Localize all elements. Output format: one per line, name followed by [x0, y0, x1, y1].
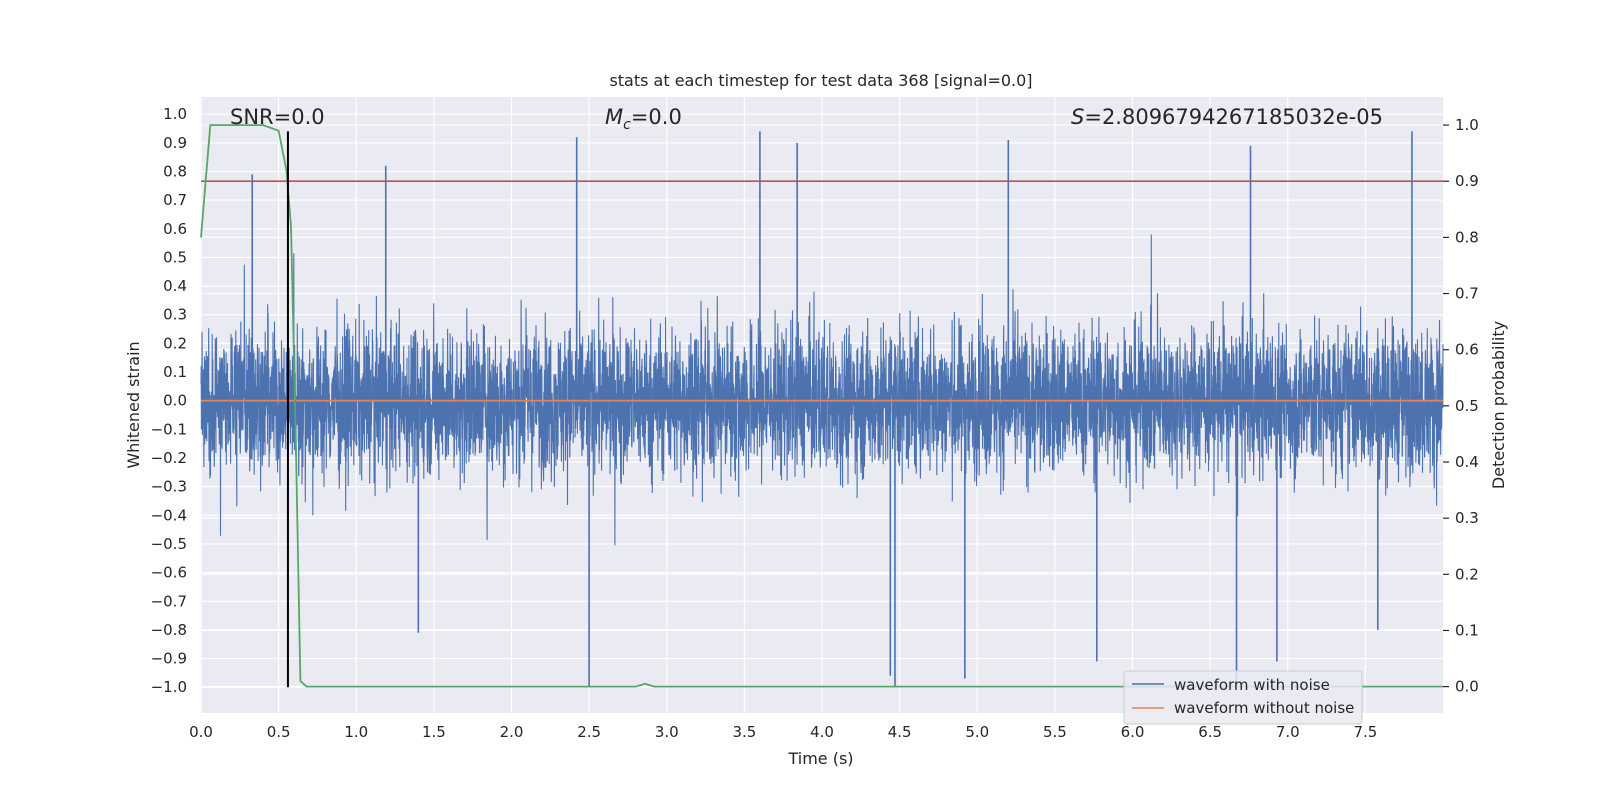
annotation-layer: [200, 124, 1443, 688]
y-tick-label: 0.3: [163, 306, 187, 324]
y2-tick-label: 0.5: [1455, 397, 1479, 415]
y-tick-label: −0.7: [151, 592, 187, 610]
x-tick-label: 3.0: [655, 723, 679, 741]
y-tick-label: 0.1: [163, 363, 187, 381]
detection-probability-line: [200, 124, 1443, 688]
snr-annotation: SNR=0.0: [230, 105, 325, 129]
y-tick-label: 0.5: [163, 248, 187, 266]
chirp-mass-value: =0.0: [631, 105, 682, 129]
y-tick-label: −0.5: [151, 535, 187, 553]
y-tick-label: 0.2: [163, 334, 187, 352]
x-tick-label: 6.5: [1198, 723, 1222, 741]
y2-tick-label: 0.6: [1455, 341, 1479, 359]
y-tick-label: 0.9: [163, 134, 187, 152]
y-tick-label: −0.6: [151, 564, 187, 582]
y2-tick-label: 0.8: [1455, 228, 1479, 246]
x-axis-label: Time (s): [787, 749, 853, 768]
axes-layer: 0.0 0.5 1.0 1.5 2.0 2.5 3.0 3.5 4.0 4.5 5.0 5.5 6.0 6…: [151, 105, 1479, 741]
y-tick-label: −0.4: [151, 506, 187, 524]
y-tick-label: 1.0: [163, 105, 187, 123]
x-tick-label: 3.5: [732, 723, 756, 741]
chirp-mass-symbol: M: [605, 105, 623, 129]
y2-tick-label: 0.3: [1455, 509, 1479, 527]
y-tick-label: −1.0: [151, 678, 187, 696]
x-tick-label: 2.5: [577, 723, 601, 741]
y-tick-label: −0.2: [151, 449, 187, 467]
x-tick-label: 6.0: [1121, 723, 1145, 741]
y-tick-label: 0.8: [163, 162, 187, 180]
x-tick-label: 4.5: [888, 723, 912, 741]
x-tick-label: 4.0: [810, 723, 834, 741]
y-tick-label: 0.4: [163, 277, 187, 295]
y-tick-label: 0.6: [163, 220, 187, 238]
x-tick-label: 1.0: [344, 723, 368, 741]
x-tick-label: 7.0: [1276, 723, 1300, 741]
x-tick-label: 5.5: [1043, 723, 1067, 741]
legend-label-noise: waveform with noise: [1174, 676, 1330, 694]
y2-tick-label: 0.9: [1455, 172, 1479, 190]
y-tick-label: −0.1: [151, 420, 187, 438]
y2-tick-label: 0.4: [1455, 453, 1479, 471]
series-layer: [200, 131, 1444, 688]
y-tick-label: 0.0: [163, 392, 187, 410]
y2-tick-label: 0.7: [1455, 285, 1479, 303]
y2-tick-label: 1.0: [1455, 116, 1479, 134]
x-tick-label: 7.5: [1353, 723, 1377, 741]
chirp-mass-subscript: c: [623, 117, 631, 133]
chirp-mass-annotation: Mc=0.0: [605, 105, 682, 133]
y-axis-label: Whitened strain: [124, 341, 143, 468]
x-tick-label: 5.0: [965, 723, 989, 741]
y-tick-label: −0.8: [151, 621, 187, 639]
x-tick-label: 0.5: [267, 723, 291, 741]
x-tick-label: 0.0: [189, 723, 213, 741]
s-value: =2.8096794267185032e-05: [1084, 105, 1383, 129]
x-tick-label: 2.0: [500, 723, 524, 741]
legend-frame: [1123, 670, 1363, 725]
s-annotation: S=2.8096794267185032e-05: [1071, 105, 1383, 129]
y2-tick-label: 0.1: [1455, 621, 1479, 639]
s-symbol: S: [1071, 105, 1084, 129]
legend: waveform with noise waveform without noi…: [1123, 670, 1363, 725]
y-tick-label: −0.9: [151, 650, 187, 668]
y-tick-label: −0.3: [151, 478, 187, 496]
legend-label-clean: waveform without noise: [1174, 699, 1354, 717]
x-tick-label: 1.5: [422, 723, 446, 741]
y2-tick-label: 0.0: [1455, 678, 1479, 696]
y2-axis-label: Detection probability: [1489, 321, 1508, 489]
chart-title: stats at each timestep for test data 368…: [609, 71, 1032, 90]
y2-tick-label: 0.2: [1455, 565, 1479, 583]
y-tick-label: 0.7: [163, 191, 187, 209]
